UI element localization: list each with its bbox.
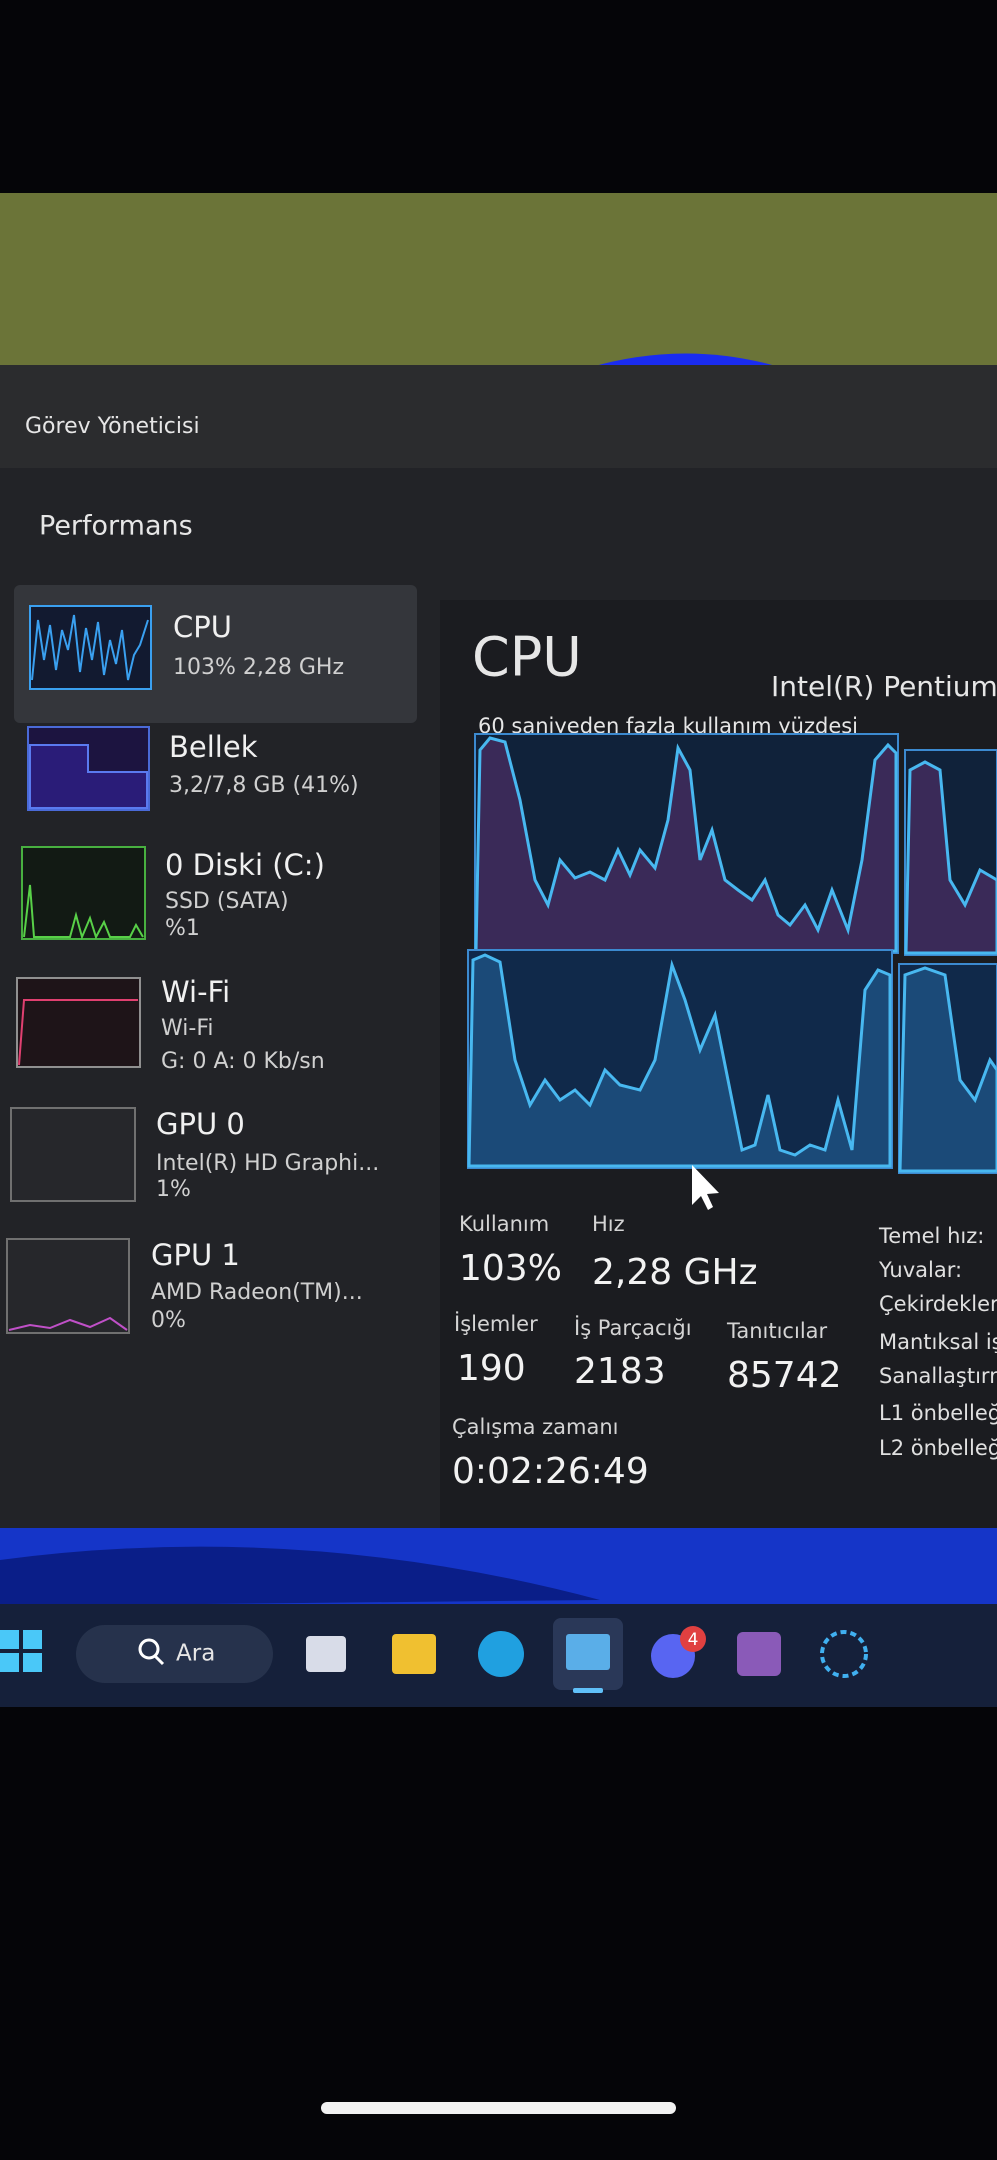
wifi-thumb-line xyxy=(18,999,138,1066)
detail-label: Temel hız: xyxy=(878,1224,984,1248)
disk-thumb xyxy=(21,846,146,940)
start-button[interactable] xyxy=(0,1630,42,1672)
task-view-icon[interactable] xyxy=(306,1636,346,1672)
stat-value: 85742 xyxy=(727,1355,842,1396)
stat-value: 103% xyxy=(459,1248,562,1289)
detail-label: Sanallaştırm xyxy=(879,1364,997,1388)
wallpaper-wave xyxy=(0,1546,600,1606)
details: Temel hız: Yuvalar: Çekirdekler: Mantıks… xyxy=(878,1224,997,1460)
start-tile xyxy=(23,1630,42,1649)
badge-count: 4 xyxy=(688,1630,699,1650)
app-icon[interactable] xyxy=(820,1630,868,1678)
explorer-icon[interactable] xyxy=(392,1634,436,1674)
detail-label: L1 önbelleği xyxy=(879,1401,997,1425)
core-line xyxy=(898,966,997,1173)
wifi-thumb xyxy=(16,977,141,1068)
cpu-thumb-line xyxy=(31,614,149,681)
item-name[interactable]: 0 Diski (C:) xyxy=(165,848,325,882)
badge xyxy=(680,1626,706,1652)
home-indicator xyxy=(321,2102,676,2114)
search-icon xyxy=(138,1638,160,1660)
active-indicator xyxy=(573,1688,603,1693)
stat-label: Hız xyxy=(592,1212,625,1236)
item-detail: 3,2/7,8 GB (41%) xyxy=(169,773,359,798)
gpu1-thumb xyxy=(6,1238,130,1334)
stat-label: İş Parçacığı xyxy=(574,1315,692,1340)
item-detail: G: 0 A: 0 Kb/sn xyxy=(161,1049,325,1074)
detail-label: Yuvalar: xyxy=(878,1258,962,1282)
core-graphs xyxy=(467,733,997,1174)
stat-value: 2,28 GHz xyxy=(592,1252,757,1293)
gpu1-thumb-line xyxy=(8,1316,128,1331)
window-title: Görev Yöneticisi xyxy=(25,414,200,439)
item-name[interactable]: Wi-Fi xyxy=(161,975,230,1009)
wallpaper xyxy=(0,193,997,368)
search-icon xyxy=(153,1654,165,1666)
stat-value: 190 xyxy=(457,1348,526,1389)
processor-name: Intel(R) Pentium(I xyxy=(771,670,997,703)
main-title: CPU xyxy=(472,626,582,689)
app-icon[interactable] xyxy=(737,1632,781,1676)
task-manager-icon[interactable] xyxy=(566,1634,610,1670)
search-text: Ara xyxy=(176,1641,215,1667)
start-tile xyxy=(0,1653,19,1672)
core-line xyxy=(904,760,997,955)
edge-icon[interactable] xyxy=(478,1631,524,1677)
item-detail: 103% 2,28 GHz xyxy=(173,655,344,680)
item-name[interactable]: Bellek xyxy=(169,730,258,764)
item-detail: AMD Radeon(TM)... xyxy=(151,1280,363,1305)
start-tile xyxy=(0,1630,19,1649)
item-detail: %1 xyxy=(165,916,200,941)
item-name[interactable]: GPU 0 xyxy=(156,1107,245,1141)
item-name[interactable]: GPU 1 xyxy=(151,1238,240,1272)
stat-value: 0:02:26:49 xyxy=(452,1451,649,1492)
item-name[interactable]: CPU xyxy=(173,610,232,644)
stats: Kullanım 103% Hız 2,28 GHz İşlemler 190 … xyxy=(452,1212,842,1492)
memory-thumb-area xyxy=(29,744,148,809)
detail-label: Çekirdekler: xyxy=(879,1292,997,1316)
section-title: Performans xyxy=(39,511,193,542)
detail-label: L2 önbelleği xyxy=(879,1436,997,1460)
stat-label: Kullanım xyxy=(459,1212,549,1236)
item-detail: Wi-Fi xyxy=(161,1016,214,1041)
item-detail: 1% xyxy=(156,1177,191,1202)
core-line xyxy=(474,736,898,953)
gpu0-thumb xyxy=(10,1107,136,1202)
sidebar: CPU 103% 2,28 GHz Bellek 3,2/7,8 GB (41%… xyxy=(151,610,379,1333)
stat-label: Tanıtıcılar xyxy=(726,1319,828,1343)
item-detail: 0% xyxy=(151,1308,186,1333)
disk-thumb-line xyxy=(23,884,144,941)
stat-label: Çalışma zamanı xyxy=(452,1415,619,1439)
detail-label: Mantıksal iş xyxy=(879,1330,997,1354)
stat-label: İşlemler xyxy=(454,1311,538,1336)
item-detail: Intel(R) HD Graphi... xyxy=(156,1151,379,1176)
item-detail: SSD (SATA) xyxy=(165,889,289,914)
search-box[interactable] xyxy=(76,1625,273,1683)
mouse-cursor xyxy=(692,1165,719,1210)
thumbnails xyxy=(6,605,152,1334)
stat-value: 2183 xyxy=(574,1351,666,1392)
core-line xyxy=(467,953,892,1168)
start-tile xyxy=(23,1653,42,1672)
